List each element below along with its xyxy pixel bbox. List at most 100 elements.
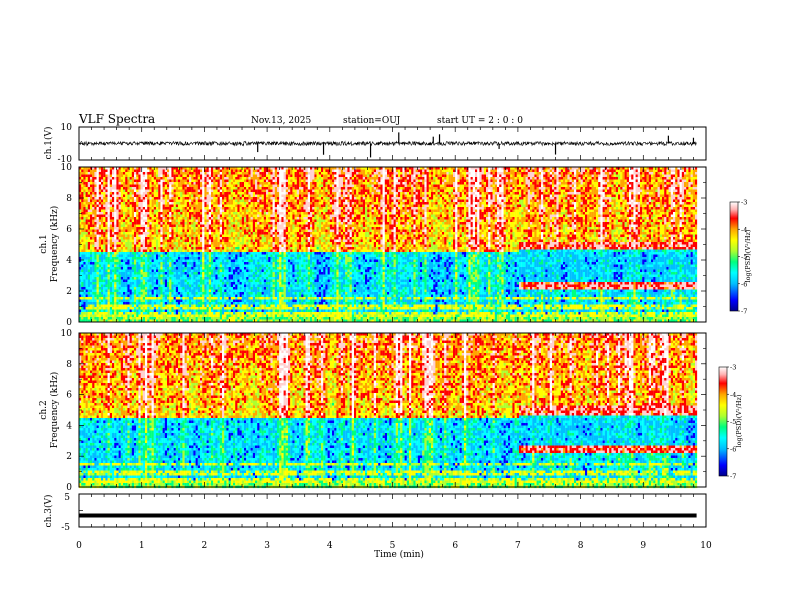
ch1-spectrogram-cell bbox=[200, 289, 203, 293]
ch1-spectrogram-cell bbox=[153, 217, 157, 220]
ch1-spectrogram-cell bbox=[204, 227, 207, 230]
ch1-spectrogram-cell bbox=[149, 277, 152, 280]
ch1-spectrogram-cell bbox=[180, 269, 183, 273]
ch1-spectrogram-cell bbox=[158, 274, 161, 278]
ch1-spectrogram-cell bbox=[147, 179, 150, 183]
ch1-spectrogram-cell bbox=[123, 197, 126, 200]
ch1-spectrogram-cell bbox=[87, 199, 91, 203]
ch1-spectrogram-cell bbox=[142, 232, 146, 235]
ch1-spectrogram-cell bbox=[164, 214, 168, 218]
ch1-spectrogram-cell bbox=[200, 294, 203, 298]
ch1-spectrogram-cell bbox=[197, 272, 201, 275]
ch1-spectrogram-cell bbox=[182, 214, 185, 218]
ch1-spectrogram-cell bbox=[215, 317, 218, 320]
ch1-spectrogram-cell bbox=[182, 277, 185, 280]
ch1-spectrogram-cell bbox=[173, 227, 176, 230]
ch1-spectrogram-cell bbox=[248, 219, 251, 223]
ch1-spectrogram-cell bbox=[169, 239, 172, 243]
ch1-spectrogram-cell bbox=[226, 229, 229, 233]
ch1-spectrogram-cell bbox=[186, 252, 190, 255]
ch1-spectrogram-cell bbox=[191, 244, 194, 248]
ch1-spectrogram-cell bbox=[134, 299, 137, 303]
ch1-spectrogram-cell bbox=[158, 169, 161, 173]
ch1-spectrogram-cell bbox=[109, 274, 113, 278]
ch1-spectrogram-cell bbox=[204, 254, 207, 258]
ch1-spectrogram-cell bbox=[96, 182, 99, 185]
ch1-spectrogram-cell bbox=[226, 204, 229, 208]
ch1-spectrogram-cell bbox=[101, 204, 104, 208]
ch1-spectrogram-cell bbox=[186, 287, 190, 290]
ch1-spectrogram-cell bbox=[184, 182, 187, 185]
ch1-spectrogram-cell bbox=[230, 232, 234, 235]
ch1-spectrogram-cell bbox=[208, 209, 212, 213]
ch1-spectrogram-cell bbox=[109, 287, 113, 290]
ch1-spectrogram-cell bbox=[92, 167, 95, 170]
ch1-spectrogram-cell bbox=[219, 277, 223, 280]
ch1-spectrogram-cell bbox=[105, 242, 108, 245]
ch1-spectrogram-cell bbox=[241, 224, 245, 228]
ch1-spectrogram-cell bbox=[129, 264, 132, 268]
ch1-spectrogram-cell bbox=[94, 229, 97, 233]
ch1-spectrogram-cell bbox=[136, 187, 139, 190]
ch1-spectrogram-cell bbox=[197, 259, 201, 263]
ch1-spectrogram-cell bbox=[112, 259, 115, 263]
ch1-spectrogram-cell bbox=[213, 189, 216, 193]
ch1-spectrogram-cell bbox=[217, 202, 220, 205]
ch1-spectrogram-cell bbox=[193, 194, 196, 198]
ch1-spectrogram-cell bbox=[107, 242, 110, 245]
ch1-spectrogram-cell bbox=[228, 202, 231, 205]
ch1-spectrogram-cell bbox=[173, 249, 176, 253]
ch1-spectrogram-cell bbox=[162, 267, 165, 270]
ch1-spectrogram-cell bbox=[138, 259, 141, 263]
ch1-spectrogram-cell bbox=[224, 314, 227, 318]
ch1-spectrogram-cell bbox=[173, 292, 176, 295]
ch1-spectrogram-cell bbox=[149, 204, 152, 208]
ch1-spectrogram-cell bbox=[94, 262, 97, 265]
ch1-spectrogram-cell bbox=[193, 192, 196, 195]
ch1-spectrogram-cell bbox=[101, 289, 104, 293]
ch1-spectrogram-cell bbox=[184, 279, 187, 283]
ch1-spectrogram-cell bbox=[127, 262, 130, 265]
ch1-spectrogram-cell bbox=[226, 297, 229, 300]
ch1-spectrogram-cell bbox=[215, 229, 218, 233]
ch1-spectrogram-cell bbox=[131, 214, 135, 218]
ch1-spectrogram-cell bbox=[169, 187, 172, 190]
ch1-spectrogram-cell bbox=[83, 239, 86, 243]
ch1-spectrogram-cell bbox=[217, 237, 220, 240]
ch1-spectrogram-cell bbox=[228, 177, 231, 180]
ch1-spectrogram-cell bbox=[211, 242, 214, 245]
ch1-spectrogram-cell bbox=[189, 309, 192, 313]
ch1-spectrogram-cell bbox=[116, 239, 119, 243]
ch1-spectrogram-cell bbox=[200, 239, 203, 243]
ch1-spectrogram-cell bbox=[239, 309, 242, 313]
ch1-spectrogram-cell bbox=[116, 279, 119, 283]
ch1-spectrogram-cell bbox=[107, 199, 110, 203]
ch1-spectrogram-cell bbox=[107, 212, 110, 215]
ch1-spectrogram-cell bbox=[239, 224, 242, 228]
ch1-spectrogram-cell bbox=[208, 184, 212, 188]
ch1-spectrogram-cell bbox=[226, 272, 229, 275]
ch1-spectrogram-cell bbox=[173, 269, 176, 273]
ch1-spectrogram-cell bbox=[156, 179, 159, 183]
ch1-spectrogram-cell bbox=[92, 269, 95, 273]
ch1-spectrogram-cell bbox=[134, 234, 137, 238]
ch1-spectrogram-cell bbox=[195, 319, 198, 323]
ch1-spectrogram-cell bbox=[142, 199, 146, 203]
ch1-spectrogram-cell bbox=[244, 194, 247, 198]
ch1-spectrogram-cell bbox=[83, 177, 86, 180]
ch1-spectrogram-cell bbox=[92, 297, 95, 300]
ch1-spectrogram-cell bbox=[175, 267, 179, 270]
ch1-spectrogram-cell bbox=[248, 207, 251, 210]
ch1-spectrogram-cell bbox=[92, 307, 95, 310]
ch1-spectrogram-cell bbox=[237, 204, 240, 208]
ch1-spectrogram-cell bbox=[83, 182, 86, 185]
ch1-spectrogram-cell bbox=[162, 197, 165, 200]
ch1-spectrogram-cell bbox=[105, 302, 108, 305]
ch1-spectrogram-cell bbox=[204, 284, 207, 288]
ch1-spectrogram-cell bbox=[186, 179, 190, 183]
ch1-spectrogram-cell bbox=[171, 272, 174, 275]
ch1-spectrogram-cell bbox=[224, 184, 227, 188]
ch1-spectrogram-cell bbox=[167, 242, 170, 245]
ch1-spectrogram-cell bbox=[160, 234, 163, 238]
ch1-spectrogram-cell bbox=[94, 184, 97, 188]
